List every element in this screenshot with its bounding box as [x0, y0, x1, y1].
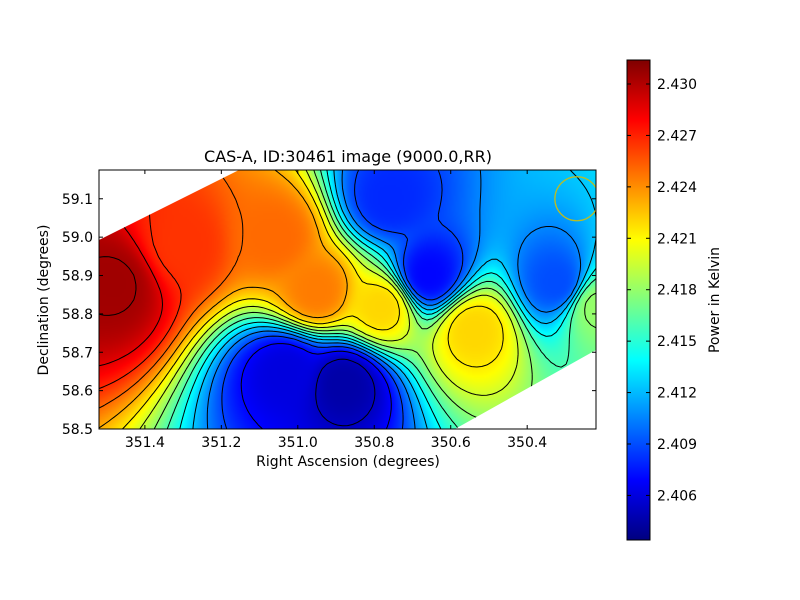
colorbar-frame [626, 59, 651, 541]
colorbar-gradient [627, 60, 650, 540]
x-tick-label: 351.4 [125, 435, 165, 451]
colorbar-tick-label: 2.421 [657, 231, 697, 247]
x-ticks: 351.4 351.2 351.0 350.8 350.6 350.4 [125, 170, 547, 451]
y-tick-label: 58.7 [62, 345, 93, 361]
x-axis-label: Right Ascension (degrees) [256, 454, 440, 470]
y-axis-label: Declination (degrees) [36, 225, 52, 376]
colorbar-tick-label: 2.427 [657, 128, 697, 144]
colorbar-tick-label: 2.430 [657, 77, 697, 93]
contour-path [99, 170, 596, 429]
colorbar: 2.430 2.427 2.424 2.421 2.418 2.415 2.412 2.409… [626, 59, 723, 541]
chart-title: CAS-A, ID:30461 image (9000.0,RR) [204, 147, 492, 166]
x-axis: 351.4 351.2 351.0 350.8 350.6 350.4 Right Asc… [125, 170, 547, 470]
x-tick-label: 350.8 [354, 435, 394, 451]
heatmap-image [99, 170, 596, 429]
colorbar-tick-label: 2.409 [657, 437, 697, 453]
y-axis: 59.1 59.0 58.9 58.8 58.7 58.6 58.5 Declination… [36, 192, 596, 438]
x-tick-label: 351.2 [201, 435, 241, 451]
colorbar-tick-label: 2.412 [657, 386, 697, 402]
y-tick-label: 59.0 [62, 230, 93, 246]
colorbar-tick-label: 2.424 [657, 180, 697, 196]
y-tick-label: 58.9 [62, 269, 93, 285]
y-tick-label: 59.1 [62, 192, 93, 208]
colorbar-ticks: 2.430 2.427 2.424 2.421 2.418 2.415 2.412 2.409… [627, 77, 697, 504]
colorbar-label: Power in Kelvin [707, 247, 723, 353]
colorbar-tick-label: 2.415 [657, 334, 697, 350]
plot-area [98, 169, 597, 430]
colorbar-tick-label: 2.418 [657, 283, 697, 299]
y-tick-label: 58.8 [62, 307, 93, 323]
x-tick-label: 351.0 [278, 435, 318, 451]
plot-frame [98, 169, 597, 430]
x-tick-label: 350.6 [431, 435, 471, 451]
y-tick-label: 58.5 [62, 422, 93, 438]
beam-marker [554, 176, 596, 222]
y-ticks: 59.1 59.0 58.9 58.8 58.7 58.6 58.5 [62, 192, 596, 438]
y-tick-label: 58.6 [62, 384, 93, 400]
colorbar-tick-label: 2.406 [657, 488, 697, 504]
contour-lines [99, 170, 596, 429]
x-tick-label: 350.4 [507, 435, 547, 451]
